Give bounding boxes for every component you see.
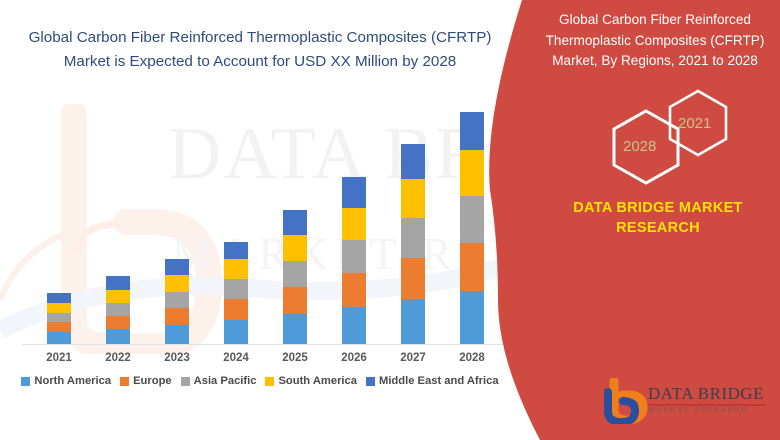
legend-swatch-icon xyxy=(265,376,275,386)
bar-2026 xyxy=(342,177,366,344)
legend-item-asia-pacific[interactable]: Asia Pacific xyxy=(180,375,257,387)
bar-segment xyxy=(106,303,130,316)
bar-segment xyxy=(165,275,189,292)
bar-segment xyxy=(165,292,189,308)
legend-swatch-icon xyxy=(21,376,31,386)
bar-segment xyxy=(401,179,425,218)
legend-label: South America xyxy=(278,375,357,387)
page-title: Global Carbon Fiber Reinforced Thermopla… xyxy=(28,29,492,70)
bar-segment xyxy=(460,150,484,196)
bar-segment xyxy=(47,313,71,322)
legend-swatch-icon xyxy=(120,376,130,386)
x-tick-2027: 2027 xyxy=(400,352,426,364)
legend-item-south-america[interactable]: South America xyxy=(265,375,357,387)
bar-segment xyxy=(401,258,425,299)
bar-segment xyxy=(283,314,307,344)
left-panel: Global Carbon Fiber Reinforced Thermopla… xyxy=(0,29,540,387)
bar-segment xyxy=(401,299,425,344)
right-panel: Global Carbon Fiber Reinforced Thermopla… xyxy=(470,0,780,440)
legend-swatch-icon xyxy=(180,376,190,386)
bar-segment xyxy=(283,210,307,235)
logo-sub-text: MARKET RESEARCH xyxy=(648,406,749,414)
stacked-bar-chart: 2021 2022 2023 2024 2025 2026 2027 2028 North A… xyxy=(0,112,540,387)
bar-segment xyxy=(342,273,366,307)
bar-2027 xyxy=(401,144,425,344)
x-axis-tick-labels: 2021 2022 2023 2024 2025 2026 2027 2028 xyxy=(0,352,540,370)
bar-segment xyxy=(342,307,366,344)
legend-swatch-icon xyxy=(366,376,375,386)
hexagon-front-label: 2028 xyxy=(623,138,657,155)
bar-segment xyxy=(283,261,307,287)
chart-legend: North America Europe Asia Pacific South Ame… xyxy=(0,375,520,387)
bar-2024 xyxy=(224,242,248,344)
brand-line-1: DATA BRIDGE MARKET xyxy=(573,200,743,216)
bar-segment xyxy=(224,258,248,279)
hexagon-badges: 2021 2028 xyxy=(550,85,770,195)
legend-item-europe[interactable]: Europe xyxy=(120,375,172,387)
hexagon-icons xyxy=(612,89,728,185)
bar-segment xyxy=(342,208,366,240)
bar-2021 xyxy=(47,293,71,344)
bar-segment xyxy=(460,291,484,344)
company-logo: DATA BRIDGE MARKET RESEARCH xyxy=(600,378,775,426)
x-tick-2026: 2026 xyxy=(341,352,367,364)
legend-item-middle-east-and-africa[interactable]: Middle East and Africa xyxy=(366,375,499,387)
logo-divider xyxy=(648,404,766,406)
bar-segment xyxy=(224,278,248,299)
x-tick-2021: 2021 xyxy=(46,352,72,364)
bar-segment xyxy=(460,196,484,243)
data-bridge-b-logo-icon xyxy=(604,378,648,424)
right-panel-shape xyxy=(489,0,780,440)
bar-segment xyxy=(342,177,366,208)
hexagon-front-icon xyxy=(612,109,680,185)
bar-segment xyxy=(224,298,248,320)
bar-segment xyxy=(47,303,71,313)
right-panel-content: Global Carbon Fiber Reinforced Thermopla… xyxy=(470,0,780,440)
bar-segment xyxy=(283,235,307,261)
bar-segment xyxy=(401,144,425,179)
bar-2028 xyxy=(460,112,484,344)
legend-label: Middle East and Africa xyxy=(379,375,499,387)
bar-segment xyxy=(47,332,71,344)
bar-segment xyxy=(47,293,71,303)
bar-segment xyxy=(106,290,130,303)
x-axis-line xyxy=(22,344,514,345)
bar-2022 xyxy=(106,276,130,344)
bar-segment xyxy=(224,319,248,344)
bar-segment xyxy=(106,316,130,329)
bar-2023 xyxy=(165,259,189,344)
legend-label: Asia Pacific xyxy=(193,375,257,387)
chart-subtitle: Global Carbon Fiber Reinforced Thermopla… xyxy=(545,12,765,69)
bar-segment xyxy=(165,308,189,325)
brand-line-2: RESEARCH xyxy=(616,220,700,236)
bar-2025 xyxy=(283,210,307,344)
x-tick-2022: 2022 xyxy=(105,352,131,364)
logo-main-text: DATA BRIDGE xyxy=(648,384,765,403)
bar-segment xyxy=(401,218,425,258)
hexagon-back-label: 2021 xyxy=(678,115,712,132)
bar-segment xyxy=(283,287,307,314)
x-tick-2028: 2028 xyxy=(459,352,485,364)
bar-segment xyxy=(106,276,130,290)
legend-label: Europe xyxy=(133,375,172,387)
bar-segment xyxy=(460,112,484,150)
bar-segment xyxy=(342,240,366,273)
x-tick-2023: 2023 xyxy=(164,352,190,364)
legend-label: North America xyxy=(34,375,112,387)
bar-segment xyxy=(106,329,130,344)
x-tick-2025: 2025 xyxy=(282,352,308,364)
bar-segment xyxy=(224,242,248,259)
x-tick-2024: 2024 xyxy=(223,352,249,364)
bar-segment xyxy=(165,325,189,344)
hexagon-back-icon xyxy=(668,89,728,157)
bar-segment xyxy=(165,259,189,275)
bar-segment xyxy=(460,243,484,291)
legend-item-north-america[interactable]: North America xyxy=(21,375,111,387)
bar-segment xyxy=(47,322,71,332)
